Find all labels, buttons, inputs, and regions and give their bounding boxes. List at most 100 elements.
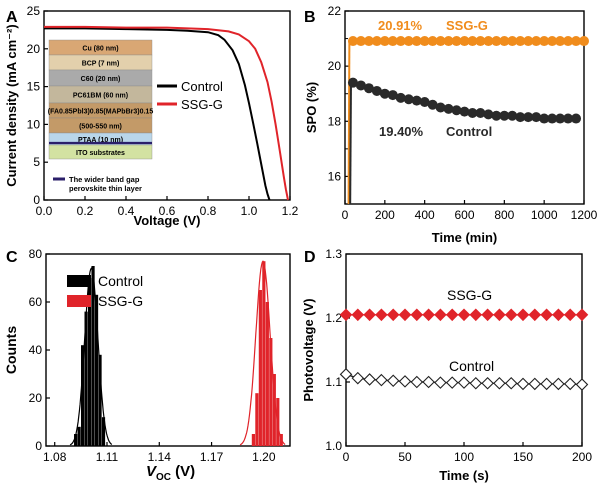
pv-marker-control (540, 377, 553, 391)
jv-curve-control (44, 27, 271, 201)
spo-point-ssg-g (531, 36, 542, 47)
spo-point-ssg-g (483, 36, 494, 47)
hist-bar-ssg-g (272, 374, 276, 446)
x-tick-label: 1000 (531, 208, 558, 222)
gaussian-fit-ssg-g (239, 260, 286, 446)
pv-marker-ssg-g (386, 308, 400, 322)
spo-point-ssg-g (507, 36, 518, 47)
spo-point-ssg-g (475, 36, 486, 47)
layer-label: PC61BM (60 nm) (73, 93, 128, 100)
legend-label-control-hist: Control (98, 273, 143, 289)
pv-marker-ssg-g (445, 308, 459, 322)
x-tick-label: 1200 (571, 208, 598, 222)
panel-d: D 0 50 100 150 200 1.0 1.1 1.2 1.3 Time (s) Photov… (301, 247, 592, 483)
legend-swatch-control (67, 275, 91, 287)
x-axis-title: VOC (V) (146, 463, 195, 483)
x-tick-label: 1.17 (200, 450, 224, 464)
panel-c: C 1.08 1.11 1.14 1.17 1.20 0 20 40 60 80 VOC (V) Co… (3, 247, 291, 483)
spo-point-ssg-g (523, 36, 534, 47)
y-tick-label: 1.1 (325, 375, 342, 389)
layer-label: (FA0.85Pbl3)0.85(MAPbBr3)0.15 (48, 109, 154, 116)
spo-point-control (387, 90, 398, 101)
spo-ramp-control (349, 82, 352, 205)
y-tick-label: 15 (27, 80, 41, 94)
pv-marker-ssg-g (410, 308, 424, 322)
x-tick-label: 0 (342, 208, 349, 222)
legend-label-ssg-hist: SSG-G (98, 293, 143, 309)
spo-point-ssg-g (459, 36, 470, 47)
y-tick-label: 0 (35, 439, 42, 453)
x-tick-label: 0.2 (77, 204, 94, 218)
x-tick-label: 200 (572, 450, 592, 464)
legend-label-control: Control (181, 79, 223, 94)
hist-bar-ssg-g (258, 290, 262, 446)
y-tick-label: 20 (328, 59, 342, 73)
panel-b: B 0 200 400 600 800 1000 1200 16 18 20 22 Time (min… (304, 4, 598, 245)
pv-marker-ssg-g (398, 308, 412, 322)
x-tick-label: 150 (513, 450, 533, 464)
y-tick-label: 5 (33, 155, 40, 169)
spo-point-control (403, 94, 414, 105)
spo-point-ssg-g (347, 36, 358, 47)
x-tick-label: 0.0 (36, 204, 53, 218)
spo-point-ssg-g (427, 36, 438, 47)
pv-marker-ssg-g (457, 308, 471, 322)
y-tick-label: 20 (29, 391, 43, 405)
x-tick-label: 0 (343, 450, 350, 464)
y-tick-label: 80 (29, 247, 43, 261)
x-tick-label: 400 (415, 208, 435, 222)
plot-frame (345, 253, 583, 447)
pv-marker-control (493, 377, 506, 390)
spo-point-ssg-g (579, 36, 589, 47)
spo-point-ssg-g (419, 36, 430, 47)
spo-point-control (379, 88, 390, 99)
y-tick-label: 1.3 (325, 247, 342, 261)
y-tick-label: 40 (29, 343, 43, 357)
spo-point-ssg-g (539, 36, 550, 47)
pv-marker-ssg-g (469, 308, 483, 322)
y-tick-label: 16 (328, 169, 342, 183)
spo-point-ssg-g (555, 36, 566, 47)
x-tick-label: 100 (454, 450, 474, 464)
hist-bar-control (74, 434, 78, 446)
annotation-control-spo: 19.40% (379, 124, 424, 139)
layer-stack-inset: Cu (80 nm) BCP (7 nm) C60 (20 nm) PC61BM (6… (48, 39, 154, 193)
pv-marker-control (552, 377, 565, 391)
panel-letter-a: A (6, 9, 18, 26)
y-tick-label: 20 (27, 42, 41, 56)
panel-b-axes: 0 200 400 600 800 1000 1200 16 18 20 22 Time (min) S… (304, 4, 598, 245)
pv-marker-control (445, 376, 459, 389)
panel-a-series (44, 25, 289, 201)
hist-bar-control (91, 266, 95, 446)
x-tick-label: 50 (398, 450, 412, 464)
pv-marker-ssg-g (528, 308, 542, 322)
panel-letter-d: D (304, 249, 316, 266)
spo-point-control (395, 92, 406, 103)
x-tick-label: 1.08 (43, 450, 67, 464)
pv-marker-control (516, 377, 530, 391)
spo-point-ssg-g (571, 36, 582, 47)
pv-marker-control (434, 376, 447, 389)
spo-point-control (523, 112, 534, 123)
x-tick-label: 1.0 (241, 204, 258, 218)
hist-bar-control (94, 294, 99, 446)
pv-marker-ssg-g (493, 308, 506, 322)
spo-point-control (555, 113, 566, 124)
spo-point-ssg-g (403, 36, 414, 47)
y-tick-label: 60 (29, 295, 43, 309)
spo-point-ssg-g (491, 36, 502, 47)
spo-point-control (531, 112, 542, 123)
pv-marker-ssg-g (363, 308, 376, 322)
hist-bar-ssg-g (269, 338, 273, 446)
pv-marker-control (351, 371, 365, 385)
legend-label-ssg: SSG-G (181, 97, 223, 112)
x-axis-title: Time (s) (439, 468, 489, 483)
spo-ramp-ssg (347, 41, 351, 205)
pv-marker-control (575, 378, 589, 391)
spo-point-ssg-g (547, 36, 558, 47)
spo-point-control (563, 113, 574, 124)
spo-point-ssg-g (467, 36, 478, 47)
spo-point-control (475, 108, 486, 119)
pv-marker-control (528, 377, 542, 391)
